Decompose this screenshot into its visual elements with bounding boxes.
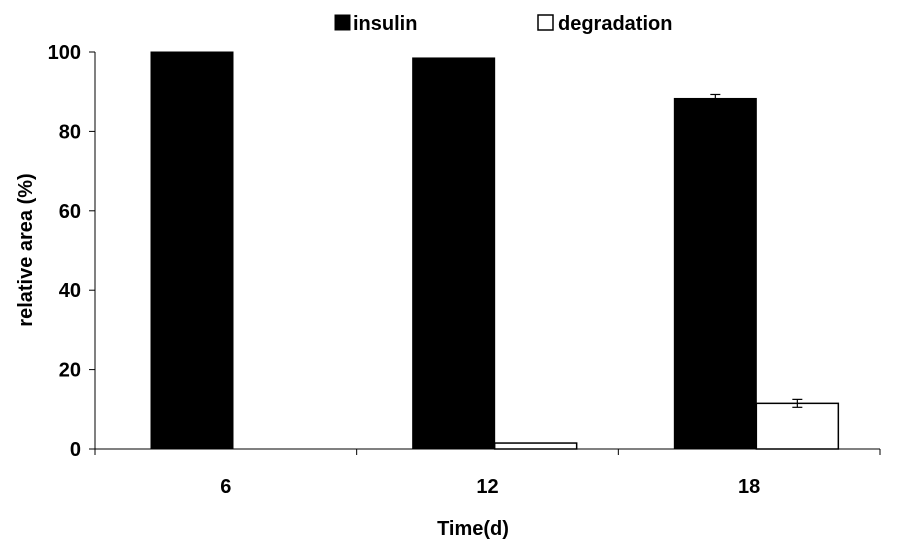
x-tick-label: 18 [738,476,760,498]
y-tick-label: 0 [70,439,81,461]
x-axis-title: Time(d) [437,518,509,540]
y-axis-title: relative area (%) [15,173,37,326]
legend-swatch-insulin [334,14,351,31]
x-tick-label: 12 [476,476,498,498]
bar-degradation-18 [755,402,840,450]
legend-label-insulin: insulin [353,13,417,35]
y-tick-label: 20 [59,360,81,382]
bar-degradation-12 [493,442,578,450]
y-tick-label: 80 [59,121,81,143]
bar-insulin-18 [673,97,757,450]
y-tick-label: 40 [59,280,81,302]
legend-swatch-degradation [537,14,554,31]
legend: insulin degradation [334,13,672,35]
legend-label-degradation: degradation [558,13,672,35]
y-tick-label: 100 [48,42,81,64]
plot-area: 0 20 40 60 80 100 6 12 18 [48,42,881,498]
y-tick-label: 60 [59,201,81,223]
bar-insulin-6 [150,51,234,450]
bar-insulin-12 [412,57,496,450]
x-tick-label: 6 [220,476,231,498]
